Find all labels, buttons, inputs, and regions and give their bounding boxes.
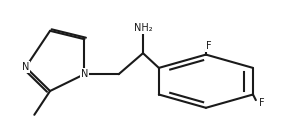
Text: F: F bbox=[206, 41, 212, 51]
Text: NH₂: NH₂ bbox=[134, 23, 152, 33]
Text: F: F bbox=[259, 98, 264, 108]
Text: N: N bbox=[22, 62, 29, 72]
Text: N: N bbox=[81, 69, 88, 79]
